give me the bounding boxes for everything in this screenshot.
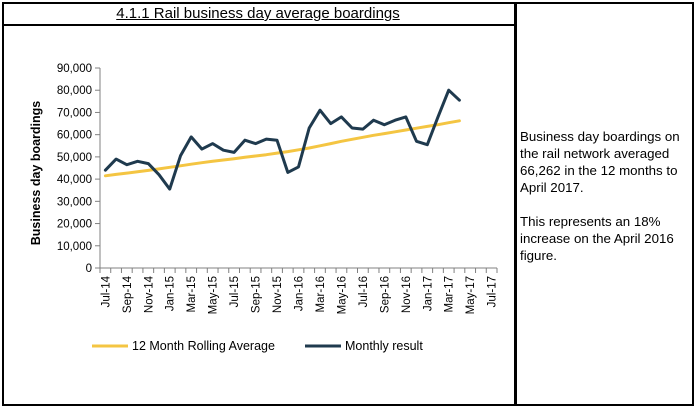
axes: 0 10,000 20,000 30,000 40,000 50,000 60,000 70,…	[57, 63, 499, 314]
x-tick-label: Jul-16	[358, 276, 370, 307]
x-tick-label: Jan-17	[422, 276, 434, 311]
x-tick-label: Sep-14	[122, 275, 134, 313]
y-axis-title: Business day boardings	[29, 101, 43, 246]
y-tick-label: 0	[86, 263, 92, 275]
chart: Business day boardings 0 10,000 20,000 30,0…	[29, 63, 499, 353]
x-tick-label: Jan-16	[294, 276, 306, 311]
x-tick-label: Mar-17	[444, 276, 456, 312]
y-tick-label: 40,000	[57, 174, 92, 186]
series-lines	[103, 88, 461, 191]
y-tick-label: 30,000	[57, 196, 92, 208]
x-tick-label: Jul-14	[100, 275, 112, 307]
title-row: 4.1.1 Rail business day average boarding…	[2, 2, 514, 26]
summary-paragraph-1: Business day boardings on the rail netwo…	[520, 129, 680, 195]
monthly-result-line	[103, 88, 461, 191]
summary-text: Business day boardings on the rail netwo…	[520, 128, 690, 281]
x-tick-label: May-17	[465, 276, 477, 314]
rolling-legend-label: 12 Month Rolling Average	[132, 339, 275, 353]
column-divider	[514, 2, 517, 406]
y-tick-label: 70,000	[57, 107, 92, 119]
x-tick-label: May-16	[336, 276, 348, 314]
y-axis-title-group: Business day boardings	[29, 101, 43, 246]
x-tick-label: Mar-15	[186, 276, 198, 312]
x-tick-label: Nov-15	[272, 276, 284, 313]
monthly-legend-label: Monthly result	[345, 339, 423, 353]
x-tick-label: Mar-16	[315, 276, 327, 312]
x-tick-label: Jul-15	[229, 276, 241, 307]
y-tick-label: 10,000	[57, 241, 92, 253]
outer-frame	[2, 2, 694, 406]
y-tick-label: 60,000	[57, 130, 92, 142]
x-tick-label: Nov-14	[143, 275, 155, 313]
summary-paragraph-2: This represents an 18% increase on the A…	[520, 214, 674, 263]
y-tick-label: 20,000	[57, 219, 92, 231]
x-tick-label: Jul-17	[487, 276, 499, 307]
y-tick-label: 90,000	[57, 63, 92, 75]
x-tick-label: Sep-16	[379, 276, 391, 313]
y-tick-label: 50,000	[57, 152, 92, 164]
y-tick-label: 80,000	[57, 85, 92, 97]
x-tick-label: Sep-15	[251, 276, 263, 313]
legend: 12 Month Rolling Average Monthly result	[92, 339, 423, 353]
chart-title: 4.1.1 Rail business day average boarding…	[116, 5, 400, 22]
x-tick-label: May-15	[208, 276, 220, 314]
x-tick-label: Jan-15	[165, 276, 177, 311]
x-tick-label: Nov-16	[401, 276, 413, 313]
rolling-average-line	[103, 119, 461, 178]
